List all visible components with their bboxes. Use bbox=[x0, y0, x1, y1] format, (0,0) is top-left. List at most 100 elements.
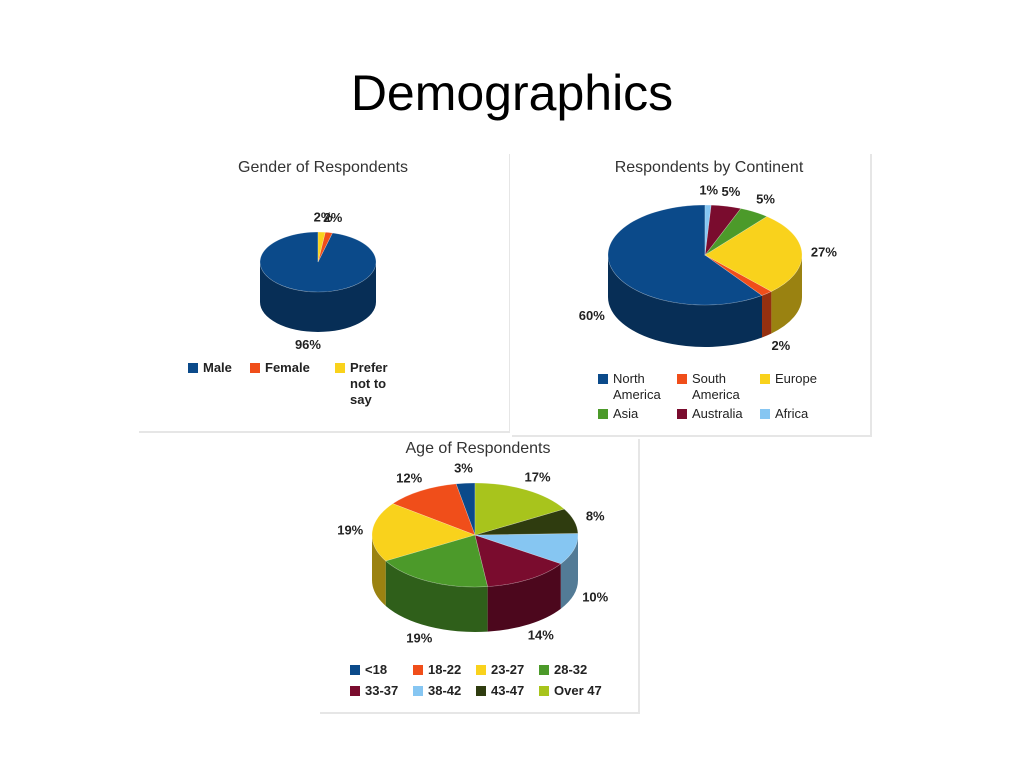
legend-label: South America bbox=[692, 371, 740, 402]
pie-slice-side bbox=[260, 262, 376, 332]
pie-slice bbox=[317, 231, 326, 263]
pie-slice-side bbox=[560, 535, 578, 609]
legend-swatch bbox=[335, 363, 345, 373]
pie-sides bbox=[260, 262, 376, 332]
pie-tops bbox=[259, 231, 377, 293]
pie-slice bbox=[607, 204, 763, 306]
legend-label: Europe bbox=[775, 371, 817, 386]
legend-label: Prefer not to say bbox=[350, 360, 388, 407]
pie-slice bbox=[259, 231, 377, 293]
data-label: 5% bbox=[722, 184, 741, 199]
data-label: 5% bbox=[756, 191, 775, 206]
legend-item: Prefer not to say bbox=[335, 360, 402, 408]
legend-swatch bbox=[476, 665, 486, 675]
legend-swatch bbox=[677, 374, 687, 384]
pie-slice bbox=[704, 204, 712, 256]
data-label: 60% bbox=[579, 308, 605, 323]
pie-slice bbox=[317, 231, 333, 263]
pie-slice-side bbox=[608, 255, 763, 347]
data-label: 2% bbox=[324, 210, 343, 225]
legend-label: North America bbox=[613, 371, 661, 402]
legend-label: 23-27 bbox=[491, 662, 525, 677]
legend-item: Male bbox=[188, 360, 263, 376]
legend-label: 33-37 bbox=[365, 683, 399, 698]
pie-tops bbox=[607, 204, 803, 306]
legend-item: 28-32 bbox=[539, 662, 624, 678]
data-label: 3% bbox=[454, 461, 473, 476]
legend-item: North America bbox=[598, 371, 683, 403]
pie-slice bbox=[704, 208, 768, 256]
chart-title: Respondents by Continent bbox=[615, 159, 804, 176]
pie-slice-side bbox=[762, 291, 772, 338]
legend-label: Australia bbox=[692, 406, 743, 421]
legend-label: 38-42 bbox=[428, 683, 462, 698]
data-label: 10% bbox=[582, 589, 608, 604]
data-label: 1% bbox=[699, 182, 718, 197]
data-label: 2% bbox=[771, 338, 790, 353]
legend-item: 18-22 bbox=[413, 662, 488, 678]
legend-swatch bbox=[598, 409, 608, 419]
data-label: 2% bbox=[314, 210, 333, 225]
data-label: 17% bbox=[524, 469, 550, 484]
legend-item: Female bbox=[250, 360, 345, 376]
legend-label: 18-22 bbox=[428, 662, 462, 677]
data-label: 19% bbox=[337, 522, 363, 537]
legend-item: Over 47 bbox=[539, 683, 634, 699]
pie-slice bbox=[704, 216, 803, 292]
pie-slice bbox=[704, 204, 742, 257]
legend-label: Female bbox=[265, 360, 310, 375]
pie-slice bbox=[385, 534, 489, 588]
legend-item: Africa bbox=[760, 406, 855, 422]
legend-item: 23-27 bbox=[476, 662, 551, 678]
legend-swatch bbox=[350, 686, 360, 696]
pie-tops bbox=[371, 482, 579, 588]
legend-swatch bbox=[760, 409, 770, 419]
data-label: 27% bbox=[811, 244, 837, 259]
data-label: 96% bbox=[295, 337, 321, 352]
legend-swatch bbox=[598, 374, 608, 384]
data-label: 12% bbox=[396, 470, 422, 485]
legend-label: Africa bbox=[775, 406, 809, 421]
legend-swatch bbox=[539, 665, 549, 675]
legend-item: South America bbox=[677, 371, 762, 403]
pie-slice bbox=[704, 254, 773, 296]
legend-label: Asia bbox=[613, 406, 639, 421]
pie-sides bbox=[372, 535, 578, 633]
pie-slice bbox=[392, 483, 476, 536]
pie-labels: 96% 2%2% bbox=[295, 210, 343, 353]
chart-title: Gender of Respondents bbox=[238, 159, 408, 176]
legend-item: Australia bbox=[677, 406, 772, 422]
legend-item: <18 bbox=[350, 662, 425, 678]
legend-item: Asia bbox=[598, 406, 683, 422]
legend-swatch bbox=[539, 686, 549, 696]
legend-swatch bbox=[476, 686, 486, 696]
data-label: 19% bbox=[406, 631, 432, 646]
legend-item: 38-42 bbox=[413, 683, 488, 699]
pie-labels: 3% 12% 19% 19% 14% 10% 8% 17% bbox=[337, 461, 608, 646]
pie-labels: 60% 2% 27% 5% 5% 1% bbox=[579, 182, 838, 352]
pie-slice-side bbox=[372, 535, 386, 606]
legend-label: Over 47 bbox=[554, 683, 602, 698]
pie-sides bbox=[608, 255, 802, 347]
data-label: 8% bbox=[586, 508, 605, 523]
pie-slice-side bbox=[487, 563, 561, 632]
legend-label: Male bbox=[203, 360, 232, 375]
pie-slice bbox=[455, 482, 476, 536]
pie-slice-side bbox=[385, 561, 488, 633]
legend-swatch bbox=[188, 363, 198, 373]
pie-slice bbox=[371, 503, 476, 562]
pie-slice bbox=[474, 482, 565, 536]
legend-swatch bbox=[413, 686, 423, 696]
legend-swatch bbox=[350, 665, 360, 675]
pie-slice-side bbox=[771, 255, 802, 334]
legend-item: Europe bbox=[760, 371, 855, 387]
legend-label: 43-47 bbox=[491, 683, 525, 698]
pie-slice bbox=[474, 508, 579, 536]
legend-swatch bbox=[250, 363, 260, 373]
legend-swatch bbox=[760, 374, 770, 384]
slide-title: Demographics bbox=[351, 65, 673, 121]
pie-slice bbox=[474, 533, 579, 565]
legend-item: 33-37 bbox=[350, 683, 425, 699]
